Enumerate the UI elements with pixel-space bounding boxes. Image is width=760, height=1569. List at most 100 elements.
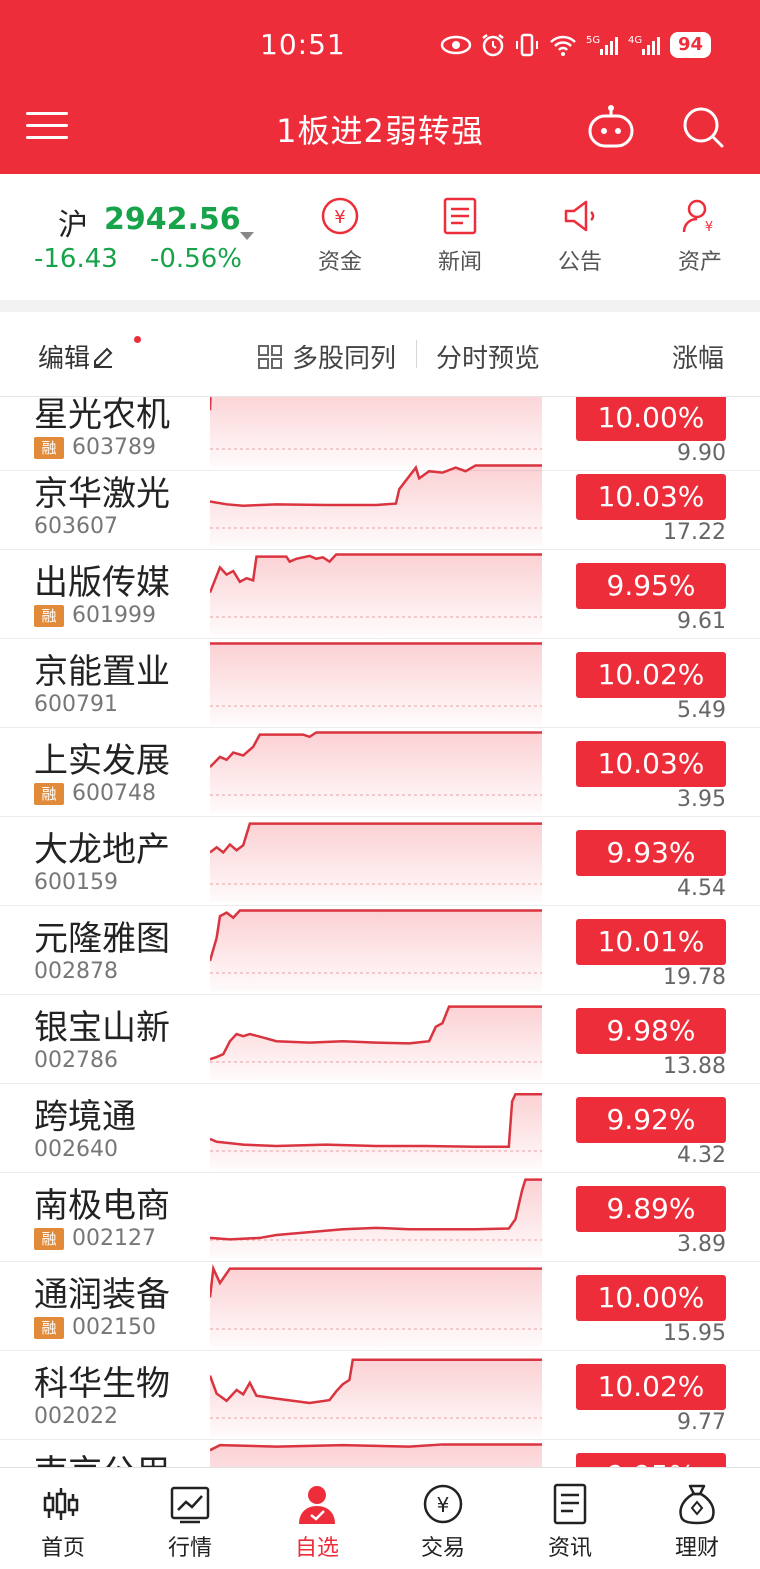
stock-price: 9.90 bbox=[677, 441, 726, 466]
change-percent-badge: 9.95% bbox=[576, 563, 726, 609]
stock-row[interactable]: 上实发展融 600748 10.03% 3.95 bbox=[0, 727, 760, 817]
search-icon[interactable] bbox=[680, 104, 726, 150]
bottom-nav: 首页 行情 自选 ¥ 交易 资讯 理财 bbox=[0, 1467, 760, 1569]
stock-row[interactable]: 银宝山新 002786 9.98% 13.88 bbox=[0, 994, 760, 1084]
stock-row[interactable]: 南京公用 9.95% bbox=[0, 1439, 760, 1467]
margin-tag: 融 bbox=[34, 436, 64, 459]
nav-home[interactable]: 首页 bbox=[13, 1482, 113, 1562]
stock-code-line: 融 601999 bbox=[34, 603, 156, 628]
stock-code: 002150 bbox=[72, 1315, 156, 1340]
sparkline-area bbox=[210, 1444, 542, 1467]
intraday-sparkline bbox=[210, 1443, 542, 1467]
nav-trade[interactable]: ¥ 交易 bbox=[393, 1482, 493, 1562]
nav-label: 理财 bbox=[674, 1536, 719, 1561]
quick-link-news[interactable]: 新闻 bbox=[410, 196, 510, 276]
stock-name: 出版传媒 bbox=[34, 563, 170, 603]
margin-tag: 融 bbox=[34, 604, 64, 627]
stock-row[interactable]: 京华激光 603607 10.03% 17.22 bbox=[0, 460, 760, 550]
line-chart-icon bbox=[170, 1486, 210, 1524]
document-icon bbox=[553, 1483, 587, 1525]
quick-link-announcement[interactable]: 公告 bbox=[530, 196, 630, 276]
stock-name: 元隆雅图 bbox=[34, 919, 170, 959]
change-percent-badge: 9.92% bbox=[576, 1097, 726, 1143]
svg-text:¥: ¥ bbox=[334, 207, 345, 228]
nav-label: 自选 bbox=[294, 1536, 339, 1561]
svg-text:5G: 5G bbox=[586, 35, 600, 46]
nav-news[interactable]: 资讯 bbox=[520, 1482, 620, 1562]
stock-code-line: 600159 bbox=[34, 870, 118, 895]
robot-assistant-icon[interactable] bbox=[586, 104, 636, 150]
intraday-sparkline bbox=[210, 553, 542, 635]
sparkline-line bbox=[210, 1178, 542, 1241]
stock-row[interactable]: 京能置业 600791 10.02% 5.49 bbox=[0, 638, 760, 728]
sparkline-line bbox=[210, 1092, 542, 1149]
assets-icon: ¥ bbox=[682, 199, 713, 235]
change-percent-badge: 9.95% bbox=[576, 1453, 726, 1467]
multi-stock-label: 多股同列 bbox=[292, 344, 397, 374]
stock-row[interactable]: 元隆雅图 002878 10.01% 19.78 bbox=[0, 905, 760, 995]
money-bag-icon bbox=[679, 1484, 715, 1525]
sparkline-line bbox=[210, 1264, 542, 1298]
sparkline-line bbox=[210, 553, 542, 594]
sparkline-area bbox=[210, 823, 542, 902]
change-percent-badge: 9.93% bbox=[576, 830, 726, 876]
stock-price: 17.22 bbox=[663, 520, 726, 545]
intraday-sparkline bbox=[210, 464, 542, 546]
nav-market[interactable]: 行情 bbox=[140, 1482, 240, 1562]
stock-code-line: 002640 bbox=[34, 1137, 118, 1162]
stock-row[interactable]: 跨境通 002640 9.92% 4.32 bbox=[0, 1083, 760, 1173]
stock-row[interactable]: 星光农机融 603789 10.00% 9.90 bbox=[0, 397, 760, 471]
stock-code-line: 002022 bbox=[34, 1404, 118, 1429]
sparkline-area bbox=[210, 397, 542, 467]
margin-tag: 融 bbox=[34, 1227, 64, 1250]
section-divider bbox=[0, 300, 760, 312]
intraday-sparkline bbox=[210, 909, 542, 991]
stock-row[interactable]: 南极电商融 002127 9.89% 3.89 bbox=[0, 1172, 760, 1262]
battery-indicator: 94 bbox=[670, 32, 712, 58]
change-percent-badge: 10.01% bbox=[576, 919, 726, 965]
change-percent-badge: 10.02% bbox=[576, 1364, 726, 1410]
stock-code-line: 融 002150 bbox=[34, 1315, 156, 1340]
intraday-sparkline bbox=[210, 1005, 542, 1080]
index-percent: -0.56% bbox=[150, 244, 242, 274]
nav-label: 交易 bbox=[420, 1536, 465, 1561]
stock-name: 银宝山新 bbox=[34, 1008, 170, 1048]
status-time: 10:51 bbox=[260, 28, 346, 61]
nav-watchlist[interactable]: 自选 bbox=[267, 1482, 367, 1562]
sparkline-line bbox=[210, 731, 542, 768]
sparkline-line bbox=[210, 1443, 542, 1452]
stock-price: 9.61 bbox=[677, 609, 726, 634]
stock-code-line: 融 603789 bbox=[34, 435, 156, 460]
change-percent-badge: 9.98% bbox=[576, 1008, 726, 1054]
stock-code: 603607 bbox=[34, 514, 118, 539]
nav-wealth[interactable]: 理财 bbox=[647, 1482, 747, 1562]
sparkline-area bbox=[210, 643, 542, 724]
app-header: 10:51 5G 4G 94 1板进2弱转强 bbox=[0, 0, 760, 174]
stock-name: 科华生物 bbox=[34, 1364, 170, 1404]
sort-change-button[interactable]: 涨幅 bbox=[672, 344, 725, 374]
menu-icon[interactable] bbox=[26, 108, 68, 142]
toolbar-separator bbox=[416, 340, 417, 368]
news-icon bbox=[443, 197, 477, 235]
index-summary[interactable] bbox=[0, 174, 760, 300]
intraday-preview-button[interactable]: 分时预览 bbox=[436, 344, 541, 374]
index-value: 2942.56 bbox=[104, 202, 241, 237]
change-percent-badge: 10.00% bbox=[576, 397, 726, 441]
sparkline-line bbox=[210, 397, 212, 411]
edit-label: 编辑 bbox=[38, 344, 91, 374]
stock-row[interactable]: 出版传媒融 601999 9.95% 9.61 bbox=[0, 549, 760, 639]
nav-label: 行情 bbox=[167, 1536, 212, 1561]
quick-link-assets[interactable]: ¥ 资产 bbox=[650, 196, 750, 276]
signal-5g-icon: 5G bbox=[586, 35, 618, 55]
stock-code-line: 融 600748 bbox=[34, 781, 156, 806]
quick-link-funds[interactable]: ¥ 资金 bbox=[290, 196, 390, 276]
multi-stock-button[interactable]: 多股同列 bbox=[256, 338, 396, 375]
stock-code-line: 002786 bbox=[34, 1048, 118, 1073]
stock-row[interactable]: 大龙地产 600159 9.93% 4.54 bbox=[0, 816, 760, 906]
chevron-down-icon[interactable] bbox=[240, 232, 254, 240]
stock-row[interactable]: 科华生物 002022 10.02% 9.77 bbox=[0, 1350, 760, 1440]
stock-name: 南极电商 bbox=[34, 1186, 170, 1226]
stock-code: 002878 bbox=[34, 959, 118, 984]
edit-button[interactable]: 编辑 bbox=[38, 338, 118, 375]
stock-row[interactable]: 通润装备融 002150 10.00% 15.95 bbox=[0, 1261, 760, 1351]
